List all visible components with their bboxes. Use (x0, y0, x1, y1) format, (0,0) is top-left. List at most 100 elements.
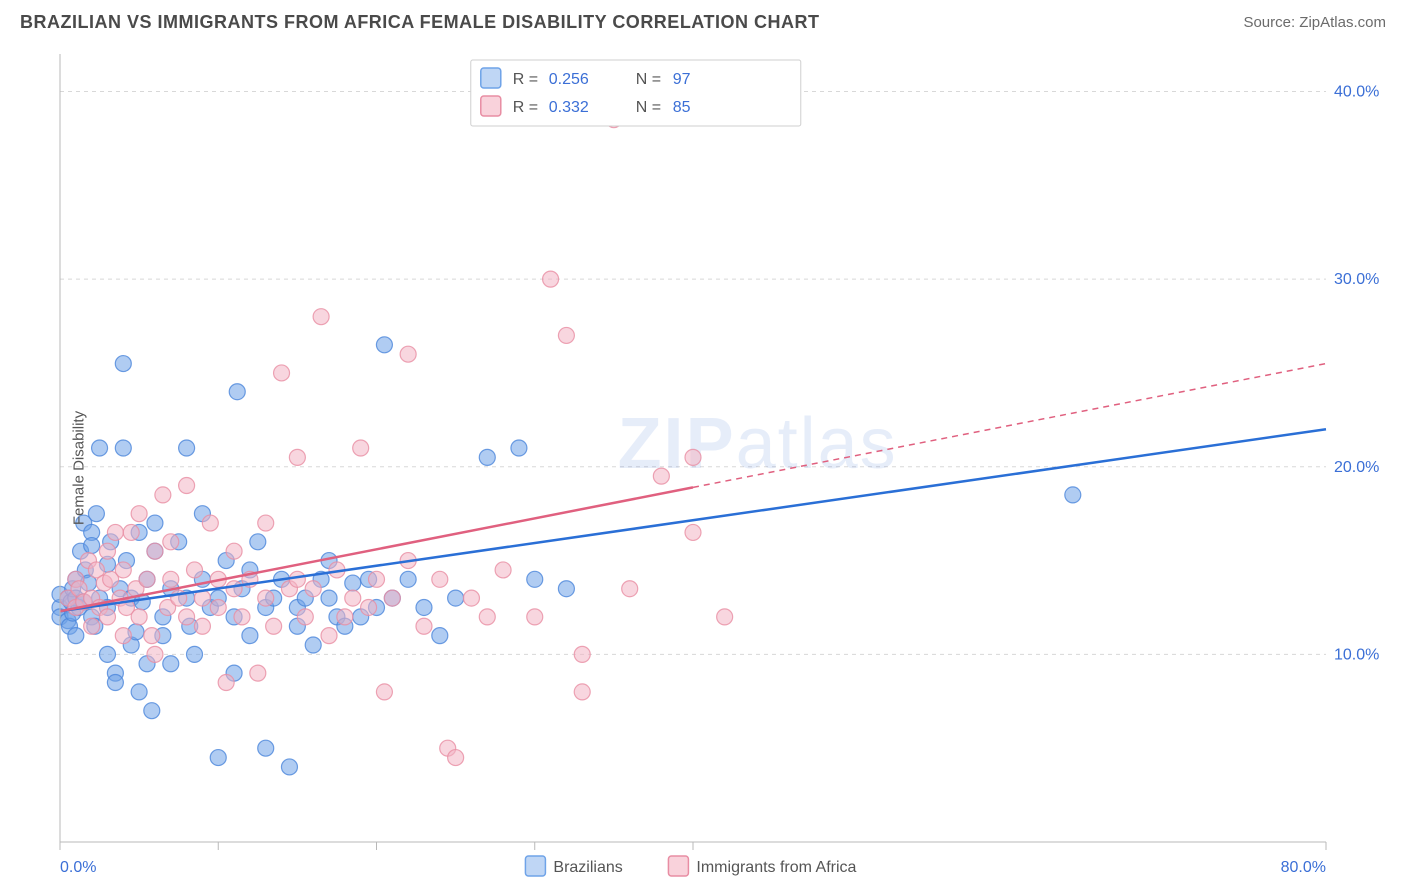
scatter-point (345, 590, 361, 606)
scatter-point (226, 581, 242, 597)
scatter-point (107, 675, 123, 691)
legend-r-label: R = (513, 99, 538, 116)
legend-swatch (481, 68, 501, 88)
scatter-point (115, 562, 131, 578)
scatter-point (376, 337, 392, 353)
y-tick-label: 20.0% (1334, 459, 1379, 476)
scatter-point (194, 618, 210, 634)
scatter-point (210, 750, 226, 766)
y-tick-label: 40.0% (1334, 84, 1379, 101)
scatter-point (432, 571, 448, 587)
scatter-point (416, 599, 432, 615)
scatter-point (527, 609, 543, 625)
scatter-point (147, 515, 163, 531)
scatter-point (321, 590, 337, 606)
legend-swatch (668, 856, 688, 876)
scatter-point (202, 515, 218, 531)
scatter-point (274, 365, 290, 381)
scatter-point (84, 618, 100, 634)
scatter-point (229, 384, 245, 400)
scatter-point (226, 543, 242, 559)
scatter-point (305, 581, 321, 597)
scatter-point (448, 590, 464, 606)
series-legend-label: Immigrants from Africa (696, 859, 856, 876)
scatter-point (68, 628, 84, 644)
scatter-point (574, 646, 590, 662)
scatter-point (123, 524, 139, 540)
scatter-point (622, 581, 638, 597)
scatter-point (685, 449, 701, 465)
scatter-point (281, 759, 297, 775)
source-attribution: Source: ZipAtlas.com (1243, 14, 1386, 31)
legend-swatch (481, 96, 501, 116)
y-axis-label: Female Disability (71, 411, 88, 525)
scatter-point (345, 575, 361, 591)
scatter-point (84, 538, 100, 554)
scatter-point (187, 562, 203, 578)
legend-n-value: 85 (673, 99, 691, 116)
scatter-point (163, 571, 179, 587)
scatter-point (511, 440, 527, 456)
scatter-point (250, 665, 266, 681)
scatter-point (376, 684, 392, 700)
scatter-point (384, 590, 400, 606)
scatter-point (353, 440, 369, 456)
scatter-point (88, 506, 104, 522)
scatter-point (313, 309, 329, 325)
scatter-point (115, 440, 131, 456)
scatter-point (289, 571, 305, 587)
scatter-point (337, 609, 353, 625)
scatter-point (163, 656, 179, 672)
scatter-point (179, 440, 195, 456)
scatter-point (92, 440, 108, 456)
x-tick-label: 0.0% (60, 859, 96, 876)
y-tick-label: 30.0% (1334, 271, 1379, 288)
scatter-point (574, 684, 590, 700)
legend-n-label: N = (636, 99, 661, 116)
scatter-point (131, 684, 147, 700)
scatter-point (305, 637, 321, 653)
scatter-point (144, 703, 160, 719)
scatter-point (448, 750, 464, 766)
scatter-point (234, 609, 250, 625)
scatter-point (258, 515, 274, 531)
scatter-point (187, 646, 203, 662)
scatter-point (400, 346, 416, 362)
x-tick-label: 80.0% (1281, 859, 1326, 876)
scatter-point (155, 487, 171, 503)
scatter-point (289, 449, 305, 465)
legend-r-value: 0.256 (549, 71, 589, 88)
scatter-point (258, 590, 274, 606)
scatter-point (321, 628, 337, 644)
scatter-point (147, 646, 163, 662)
scatter-point (144, 628, 160, 644)
scatter-point (107, 524, 123, 540)
legend-r-value: 0.332 (549, 99, 589, 116)
scatter-point (266, 618, 282, 634)
scatter-point (400, 571, 416, 587)
scatter-point (479, 609, 495, 625)
scatter-point (527, 571, 543, 587)
stats-legend (471, 60, 801, 126)
scatter-point (242, 628, 258, 644)
scatter-point (139, 571, 155, 587)
scatter-point (479, 449, 495, 465)
legend-r-label: R = (513, 71, 538, 88)
scatter-point (685, 524, 701, 540)
scatter-point (99, 543, 115, 559)
scatter-point (218, 675, 234, 691)
scatter-point (147, 543, 163, 559)
scatter-point (558, 581, 574, 597)
scatter-point (463, 590, 479, 606)
chart-header: BRAZILIAN VS IMMIGRANTS FROM AFRICA FEMA… (0, 0, 1406, 39)
legend-swatch (525, 856, 545, 876)
scatter-point (179, 478, 195, 494)
scatter-point (653, 468, 669, 484)
chart-container: Female Disability 10.0%20.0%30.0%40.0%ZI… (20, 44, 1386, 892)
scatter-point (131, 506, 147, 522)
scatter-point (115, 628, 131, 644)
scatter-point (361, 599, 377, 615)
scatter-point (179, 609, 195, 625)
scatter-point (543, 271, 559, 287)
scatter-point (250, 534, 266, 550)
